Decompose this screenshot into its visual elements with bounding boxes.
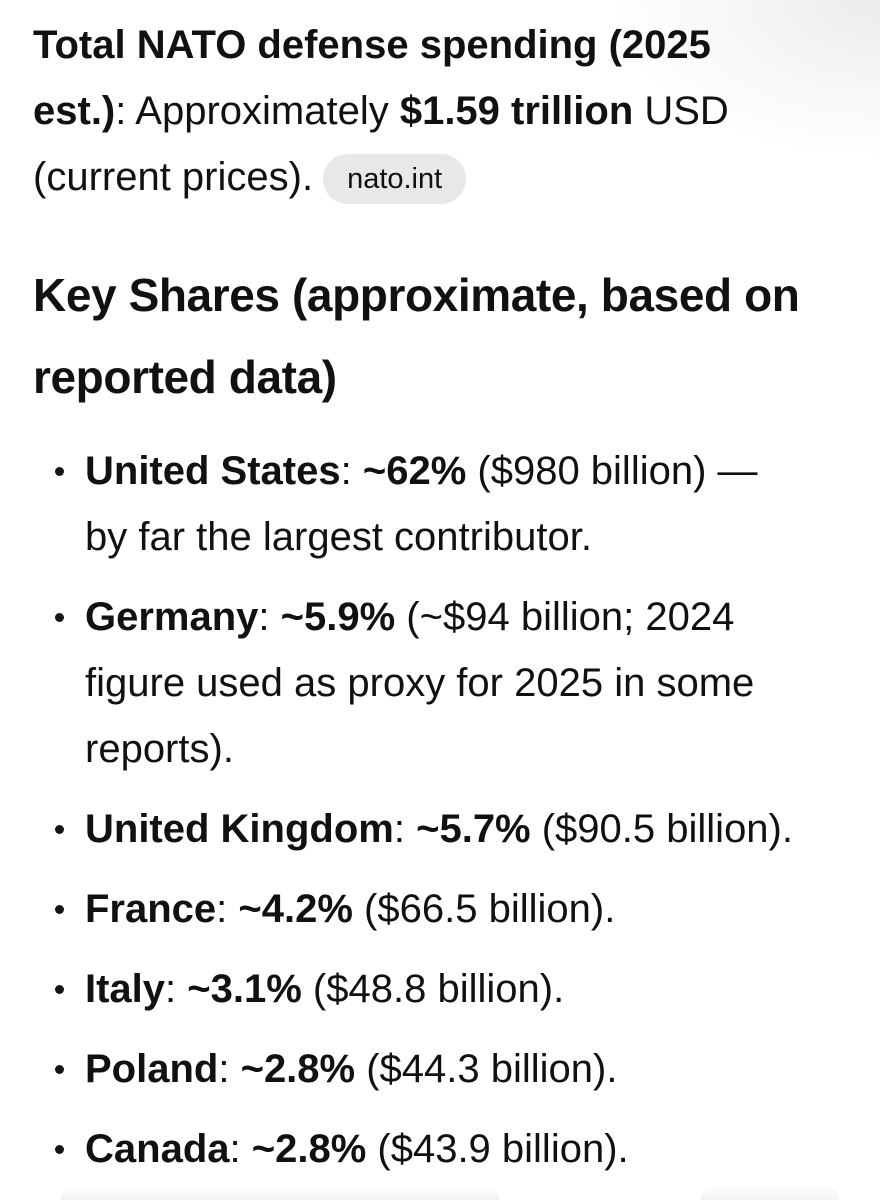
list-item-text: Canada: ~2.8% ($43.9 billion). <box>85 1116 629 1182</box>
list-item-france: France: ~4.2% ($66.5 billion). <box>55 876 840 942</box>
intro-tail-text: USD (current prices). <box>33 89 729 199</box>
share-value: ~5.7% <box>416 807 531 851</box>
key-shares-heading: Key Shares (approximate, based on report… <box>33 269 800 403</box>
bottom-left-cutoff-element <box>60 1189 500 1200</box>
share-value: ~3.1% <box>187 967 302 1011</box>
item-detail: (~$94 billion; 2024 figure used as proxy… <box>85 595 755 771</box>
country-name: United States <box>85 449 341 493</box>
intro-mid-text: : Approximately <box>115 89 400 133</box>
list-item-italy: Italy: ~3.1% ($48.8 billion). <box>55 956 840 1022</box>
list-item-united-kingdom: United Kingdom: ~5.7% ($90.5 billion). <box>55 796 840 862</box>
list-item-text: Germany: ~5.9% (~$94 billion; 2024 figur… <box>85 584 797 782</box>
share-value: ~2.8% <box>251 1127 367 1171</box>
share-value: ~5.9% <box>280 595 396 639</box>
bullet-icon <box>55 825 64 834</box>
bullet-icon <box>55 905 64 914</box>
item-detail: ($66.5 billion). <box>352 887 616 931</box>
item-detail: ($43.9 billion). <box>366 1127 629 1171</box>
bullet-icon <box>55 1145 64 1154</box>
list-item-poland: Poland: ~2.8% ($44.3 billion). <box>55 1036 840 1102</box>
separator: : <box>216 887 239 931</box>
country-name: United Kingdom <box>85 807 394 851</box>
list-item-text: Poland: ~2.8% ($44.3 billion). <box>85 1036 617 1102</box>
separator: : <box>258 595 281 639</box>
list-item-text: United Kingdom: ~5.7% ($90.5 billion). <box>85 796 793 862</box>
list-item-germany: Germany: ~5.9% (~$94 billion; 2024 figur… <box>55 584 840 782</box>
separator: : <box>393 807 417 851</box>
separator: : <box>165 967 188 1011</box>
item-detail: ($44.3 billion). <box>355 1047 618 1091</box>
country-name: Germany <box>85 595 259 639</box>
country-name: Canada <box>85 1127 230 1171</box>
bullet-icon <box>55 467 64 476</box>
share-value: ~2.8% <box>240 1047 356 1091</box>
list-item-text: United States: ~62% ($980 billion) — by … <box>85 438 797 570</box>
citation-pill-nato-int[interactable]: nato.int <box>323 154 467 205</box>
country-name: Poland <box>85 1047 219 1091</box>
item-detail: ($48.8 billion). <box>301 967 565 1011</box>
separator: : <box>218 1047 241 1091</box>
bottom-right-cutoff-element <box>700 1187 840 1200</box>
separator: : <box>340 449 363 493</box>
share-value: ~4.2% <box>238 887 353 931</box>
intro-bold-amount: $1.59 trillion <box>399 89 634 133</box>
bullet-icon <box>55 1065 64 1074</box>
item-detail: ($90.5 billion). <box>530 807 793 851</box>
key-shares-list: United States: ~62% ($980 billion) — by … <box>33 438 840 1182</box>
separator: : <box>229 1127 252 1171</box>
list-item-canada: Canada: ~2.8% ($43.9 billion). <box>55 1116 840 1182</box>
country-name: France <box>85 887 217 931</box>
bullet-icon <box>55 985 64 994</box>
country-name: Italy <box>85 967 166 1011</box>
list-item-text: Italy: ~3.1% ($48.8 billion). <box>85 956 564 1022</box>
list-item-united-states: United States: ~62% ($980 billion) — by … <box>55 438 840 570</box>
intro-paragraph: Total NATO defense spending (2025 est.):… <box>33 12 795 210</box>
share-value: ~62% <box>362 449 467 493</box>
intro-bold-lead: Total NATO defense spending (2025 est.) <box>33 23 711 133</box>
bullet-icon <box>55 613 64 622</box>
list-item-text: France: ~4.2% ($66.5 billion). <box>85 876 615 942</box>
item-detail: ($980 billion) — by far the largest cont… <box>85 449 758 559</box>
